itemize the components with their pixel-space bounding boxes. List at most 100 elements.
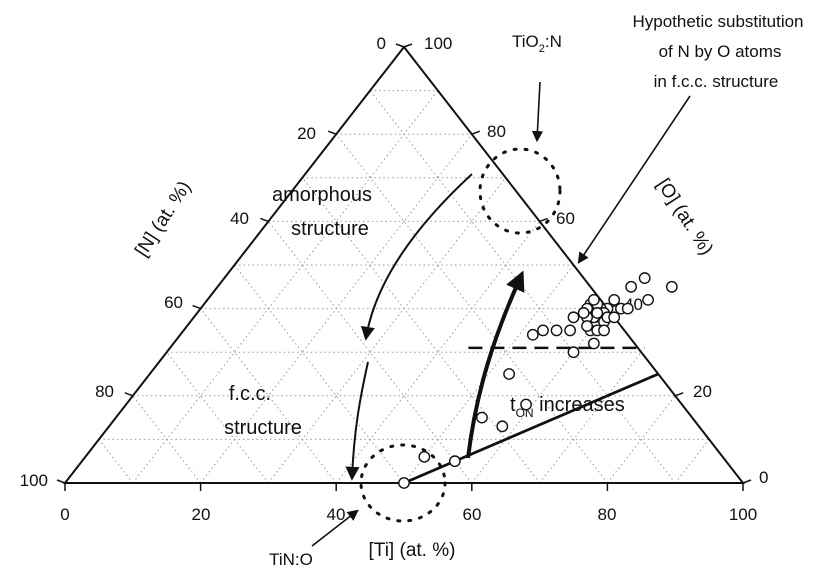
data-point bbox=[577, 307, 590, 319]
n-tick-mark bbox=[192, 304, 201, 310]
ton-increase-arrow bbox=[466, 270, 525, 459]
data-point bbox=[564, 324, 577, 337]
data-point bbox=[476, 411, 488, 424]
substitution-guide-line bbox=[403, 372, 659, 485]
n-tick-mark bbox=[395, 43, 405, 48]
ti-tick-label: 0 bbox=[60, 505, 69, 524]
guide-lines bbox=[403, 346, 659, 485]
data-point bbox=[587, 293, 600, 306]
n-tick-label: 20 bbox=[297, 124, 316, 143]
data-point bbox=[587, 337, 600, 350]
data-point bbox=[526, 328, 539, 341]
o-tick-mark bbox=[539, 217, 548, 223]
data-point bbox=[537, 324, 549, 337]
data-point bbox=[591, 307, 604, 319]
grid-line bbox=[200, 308, 337, 484]
fcc-label: structure bbox=[224, 417, 302, 439]
ternary-grid bbox=[98, 90, 710, 484]
ti-tick-label: 40 bbox=[327, 505, 346, 524]
o-tick-label: 100 bbox=[424, 34, 452, 53]
axis-tick-marks bbox=[56, 43, 752, 491]
o-axis-title: [O] (at. %) bbox=[652, 175, 717, 259]
grid-line bbox=[166, 351, 269, 484]
o-tick-label: 60 bbox=[556, 209, 575, 228]
data-point bbox=[418, 450, 431, 463]
data-point bbox=[520, 398, 532, 411]
n-tick-label: 100 bbox=[20, 471, 48, 490]
amorphous-boundary-arrow bbox=[360, 173, 473, 341]
o-tick-label: 0 bbox=[759, 468, 768, 487]
o-tick-mark bbox=[674, 392, 684, 397]
ti-tick-label: 20 bbox=[192, 505, 211, 524]
tino-label: TiN:O bbox=[269, 550, 313, 569]
grid-line bbox=[471, 308, 608, 484]
data-point bbox=[638, 272, 651, 284]
data-point bbox=[598, 324, 610, 337]
tio2n-pointer-arrow bbox=[531, 81, 544, 143]
n-tick-label: 0 bbox=[377, 34, 386, 53]
data-point bbox=[665, 280, 678, 293]
data-point bbox=[608, 293, 621, 306]
grid-line bbox=[234, 264, 405, 484]
o-tick-label: 80 bbox=[487, 122, 506, 141]
hypothetic-pointer-arrow bbox=[577, 95, 691, 264]
amorphous-label: structure bbox=[291, 218, 369, 240]
grid-line bbox=[132, 90, 439, 484]
data-point bbox=[550, 324, 563, 337]
o-tick-mark bbox=[403, 43, 413, 48]
fcc-label: f.c.c. bbox=[229, 383, 271, 405]
data-point bbox=[496, 420, 509, 433]
n-tick-label: 40 bbox=[230, 209, 249, 228]
o-tick-label: 20 bbox=[693, 382, 712, 401]
tio2n-text: TiO bbox=[512, 32, 539, 51]
ti-tick-label: 80 bbox=[598, 505, 617, 524]
grid-line bbox=[539, 351, 642, 484]
n-tick-mark bbox=[327, 130, 337, 135]
data-point bbox=[567, 311, 580, 324]
grid-line bbox=[268, 177, 507, 484]
hypothetic-substitution-note: of N by O atoms bbox=[659, 42, 782, 61]
data-point bbox=[567, 346, 580, 359]
fcc-boundary-arrow bbox=[345, 361, 369, 481]
n-tick-mark bbox=[124, 392, 134, 397]
data-point bbox=[625, 280, 638, 293]
o-tick-mark bbox=[742, 479, 752, 484]
ton-symbol: t bbox=[510, 394, 516, 416]
data-point bbox=[398, 477, 410, 489]
ti-tick-label: 100 bbox=[729, 505, 757, 524]
tino-region-ellipse bbox=[359, 443, 447, 523]
hypothetic-substitution-note: Hypothetic substitution bbox=[632, 12, 803, 31]
grid-line bbox=[403, 264, 574, 484]
data-point bbox=[642, 293, 654, 306]
data-point bbox=[503, 368, 515, 380]
n-axis-title: [N] (at. %) bbox=[131, 177, 195, 260]
n-tick-label: 60 bbox=[164, 293, 183, 312]
o-tick-mark bbox=[471, 130, 481, 135]
n-tick-mark bbox=[260, 217, 269, 223]
ti-axis-title: [Ti] (at. %) bbox=[369, 540, 456, 561]
grid-line bbox=[301, 177, 540, 484]
tio2n-subscript: 2 bbox=[539, 43, 545, 55]
ton-increases-text: increases bbox=[534, 394, 625, 416]
grid-line bbox=[98, 439, 134, 484]
hypothetic-substitution-note: in f.c.c. structure bbox=[654, 72, 779, 91]
tino-pointer-arrow bbox=[311, 509, 359, 547]
tio2n-label: TiO2:N bbox=[512, 32, 562, 55]
n-tick-label: 80 bbox=[95, 382, 114, 401]
tio2n-suffix: :N bbox=[545, 32, 562, 51]
grid-line bbox=[132, 395, 201, 484]
data-point bbox=[581, 320, 593, 332]
data-points bbox=[398, 272, 678, 489]
data-point bbox=[448, 455, 461, 468]
grid-line bbox=[268, 221, 473, 484]
n-tick-mark bbox=[56, 479, 66, 484]
ti-tick-label: 60 bbox=[463, 505, 482, 524]
tio2n-region-ellipse bbox=[478, 147, 562, 235]
data-point bbox=[621, 302, 634, 315]
data-point bbox=[608, 311, 621, 324]
grid-line bbox=[674, 439, 710, 484]
amorphous-label: amorphous bbox=[272, 184, 372, 206]
triangle-frame bbox=[62, 45, 746, 484]
